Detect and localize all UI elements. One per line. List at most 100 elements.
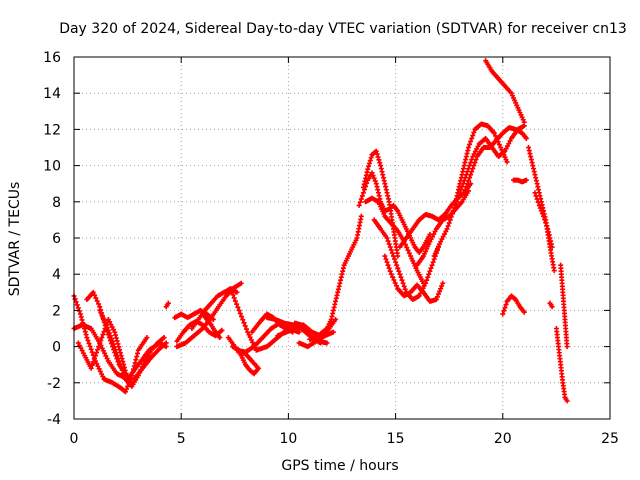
data-point: [549, 244, 555, 250]
data-point: [431, 231, 437, 237]
data-point: [110, 338, 116, 344]
series-track-35: [500, 293, 527, 317]
data-point: [296, 329, 302, 335]
data-point: [109, 324, 115, 330]
data-point: [75, 305, 81, 311]
data-point: [217, 335, 223, 341]
data-point: [241, 320, 247, 326]
data-point: [105, 327, 111, 333]
data-point: [402, 286, 408, 292]
series-track-9: [174, 318, 225, 344]
data-point: [439, 236, 445, 242]
data-point: [113, 350, 119, 356]
data-point: [448, 214, 454, 220]
data-point: [539, 211, 545, 217]
x-tick-label: 10: [279, 431, 297, 447]
data-point: [542, 216, 548, 222]
data-point: [239, 314, 245, 320]
data-point: [95, 347, 101, 353]
y-tick-label: 8: [52, 195, 61, 211]
data-point: [504, 159, 510, 165]
data-point: [449, 211, 455, 217]
data-point: [469, 169, 475, 175]
data-point: [384, 259, 390, 265]
data-point: [113, 332, 119, 338]
data-point: [427, 268, 433, 274]
data-point: [116, 358, 122, 364]
series-track-37: [532, 190, 555, 250]
data-point: [92, 292, 98, 298]
data-point: [76, 308, 82, 314]
data-point: [237, 311, 243, 317]
data-point: [77, 343, 83, 349]
data-point: [430, 259, 436, 265]
data-point: [232, 298, 238, 304]
data-point: [250, 339, 256, 345]
data-point: [144, 335, 150, 341]
series-track-38: [547, 300, 555, 310]
data-point: [371, 175, 377, 181]
data-point: [471, 151, 477, 157]
data-point: [473, 157, 479, 163]
data-point: [538, 208, 544, 214]
data-point: [132, 360, 138, 366]
data-point: [100, 348, 106, 354]
data-point: [404, 244, 410, 250]
data-point: [475, 143, 481, 149]
data-point: [99, 345, 105, 351]
y-tick-label: 4: [52, 267, 61, 283]
data-point: [471, 129, 477, 135]
y-tick-label: -2: [47, 376, 61, 392]
series-track-5: [97, 307, 167, 389]
data-point: [432, 228, 438, 234]
data-point: [462, 187, 468, 193]
data-point: [105, 316, 111, 322]
data-point: [93, 295, 99, 301]
data-point: [421, 283, 427, 289]
data-point: [445, 223, 451, 229]
data-point: [104, 355, 110, 361]
data-point: [240, 317, 246, 323]
data-point: [99, 371, 105, 377]
data-point: [392, 256, 398, 262]
data-point: [95, 363, 101, 369]
series-track-22: [307, 213, 364, 342]
data-point: [133, 357, 139, 363]
data-point: [376, 157, 382, 163]
data-point: [92, 353, 98, 359]
data-point: [165, 300, 171, 306]
data-points: [71, 58, 570, 404]
data-point: [521, 119, 527, 125]
data-point: [368, 155, 374, 161]
data-point: [99, 335, 105, 341]
data-point: [74, 302, 80, 308]
data-point: [231, 295, 237, 301]
data-point: [390, 253, 396, 259]
data-point: [433, 297, 439, 303]
data-point: [242, 323, 248, 329]
data-point: [72, 296, 78, 302]
data-point: [121, 373, 127, 379]
data-point: [114, 352, 120, 358]
series-track-39: [553, 326, 570, 404]
y-axis-label: SDTVAR / TECUs: [7, 182, 23, 297]
data-point: [117, 361, 123, 367]
data-point: [98, 338, 104, 344]
data-point: [118, 364, 124, 370]
data-point: [533, 193, 539, 199]
data-point: [365, 166, 371, 172]
data-point: [544, 223, 550, 229]
x-axis-label: GPS time / hours: [281, 458, 398, 474]
data-point: [505, 143, 511, 149]
data-point: [111, 341, 117, 347]
data-point: [429, 234, 435, 240]
data-point: [79, 348, 85, 354]
data-point: [82, 329, 88, 335]
data-point: [94, 298, 100, 304]
series-track-29: [414, 188, 471, 268]
data-point: [356, 202, 362, 208]
x-tick-label: 20: [494, 431, 512, 447]
data-point: [443, 228, 449, 234]
data-point: [79, 317, 85, 323]
data-point: [444, 226, 450, 232]
